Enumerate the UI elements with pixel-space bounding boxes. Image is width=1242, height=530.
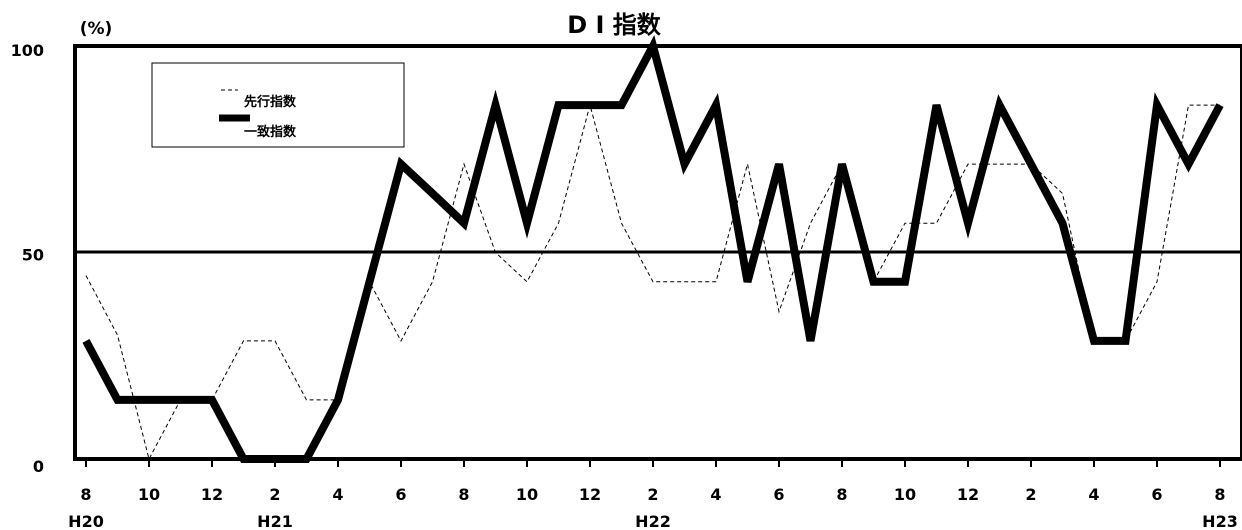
y-axis-unit-label: (%) (80, 19, 113, 39)
x-tick-label-18: 8 (1214, 485, 1225, 504)
y-tick-label-50: 50 (22, 246, 44, 265)
x-tick-label-1: 10 (138, 485, 160, 504)
y-tick-label-100: 100 (11, 41, 44, 60)
x-tick-label-6: 8 (458, 485, 469, 504)
x-tick-label-8: 12 (579, 485, 601, 504)
legend: 先行指数 一致指数 (151, 62, 405, 148)
x-tick-label-15: 2 (1025, 485, 1036, 504)
series-lines (82, 35, 1224, 463)
era-label-h21: H21 (257, 512, 293, 530)
x-tick-label-12: 8 (836, 485, 847, 504)
chart-title: D I 指数 (567, 11, 662, 39)
x-tick-label-2: 12 (201, 485, 223, 504)
x-axis-era-labels: H20 H21 H22 H23 (68, 512, 1238, 530)
era-label-h20: H20 (68, 512, 104, 530)
coincident-index-line (82, 35, 1224, 463)
x-tick-label-7: 10 (516, 485, 538, 504)
legend-label-coincident: 一致指数 (244, 124, 297, 140)
era-label-h23: H23 (1202, 512, 1238, 530)
legend-box (151, 62, 405, 148)
x-tick-label-3: 2 (269, 485, 280, 504)
leading-index-line (85, 103, 1220, 461)
x-axis-ticks: 8 10 12 2 4 6 8 10 12 2 4 6 8 10 12 2 4 6 8 (80, 459, 1226, 504)
y-tick-label-0: 0 (33, 457, 44, 476)
x-tick-label-17: 6 (1151, 485, 1162, 504)
x-tick-label-0: 8 (80, 485, 91, 504)
x-tick-label-11: 6 (773, 485, 784, 504)
y-axis-ticks: 0 50 100 (11, 41, 44, 476)
x-tick-label-14: 12 (957, 485, 979, 504)
era-label-h22: H22 (635, 512, 671, 530)
x-tick-label-9: 2 (647, 485, 658, 504)
legend-label-leading: 先行指数 (244, 94, 297, 110)
x-tick-label-4: 4 (332, 485, 343, 504)
x-tick-label-10: 4 (710, 485, 721, 504)
x-tick-label-16: 4 (1088, 485, 1099, 504)
x-tick-label-13: 10 (894, 485, 916, 504)
x-tick-label-5: 6 (395, 485, 406, 504)
